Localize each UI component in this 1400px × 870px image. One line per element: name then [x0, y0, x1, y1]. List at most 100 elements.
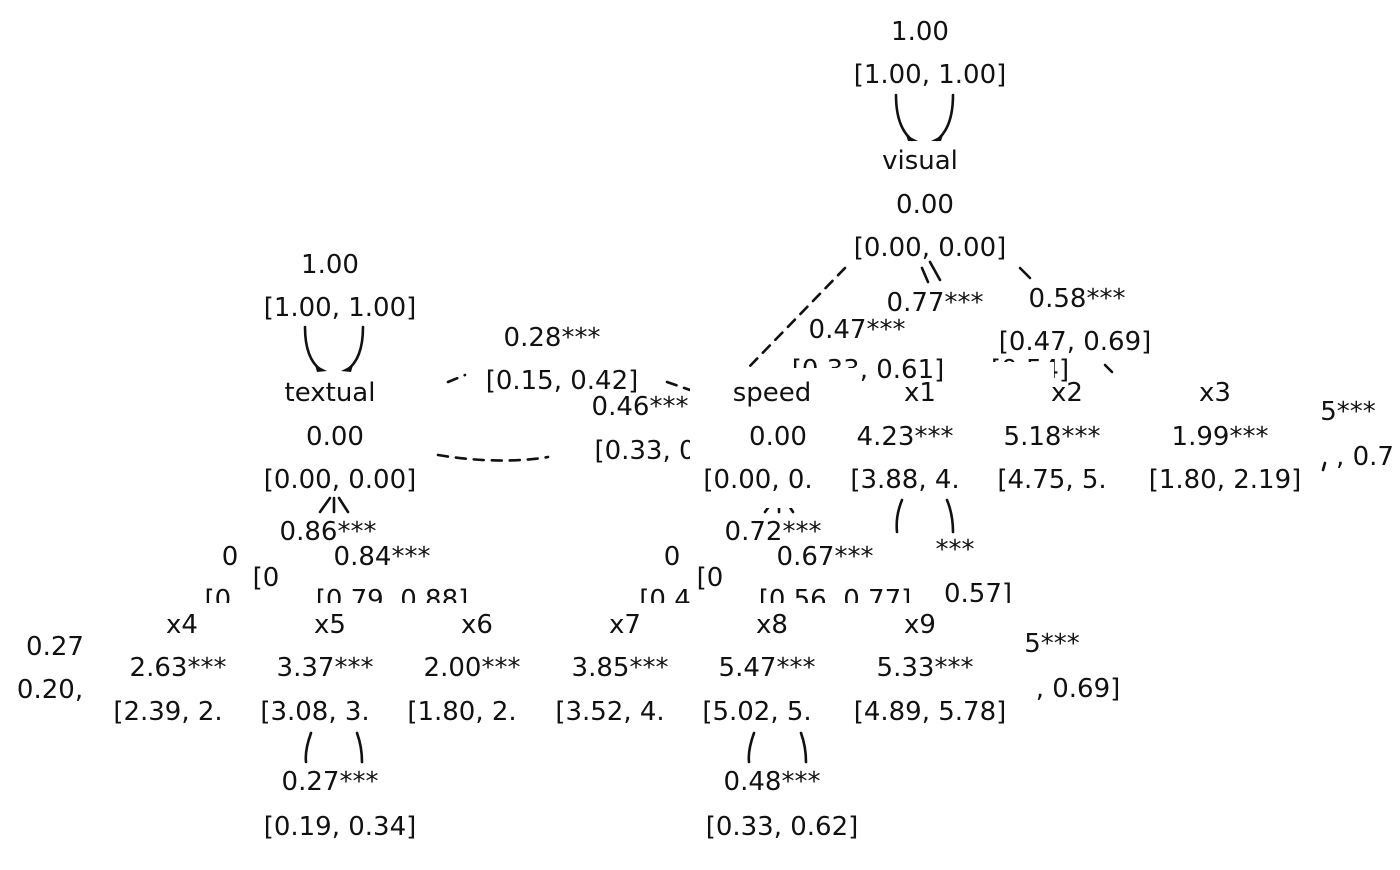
node-x7-label: x7	[609, 610, 641, 640]
node-x1-ci: [3.88, 4.	[850, 465, 959, 495]
fragment-x3-side-estimate: 5***	[1320, 397, 1376, 427]
node-textual-label: textual	[285, 378, 376, 408]
variance-visual-estimate: 1.00	[891, 17, 949, 47]
self-loop-textual	[303, 325, 323, 372]
edge-visual-x1	[928, 260, 942, 282]
loading-speed-x7-ci: [0	[697, 563, 724, 593]
self-loop-textual	[345, 325, 365, 372]
fragment-textual-left-estimate: 0	[222, 542, 239, 572]
node-x2-estimate: 5.18***	[1004, 422, 1101, 452]
edge-textual-x4	[318, 496, 332, 514]
cov-textual-speed-ci: [0.15, 0.42]	[486, 366, 639, 396]
labels-front: speed 0.00 [0.00, 0. x1 4.23*** [3.88, 4…	[205, 378, 1394, 615]
self-loop-visual	[935, 93, 955, 142]
variance-x8-estimate: 0.48***	[724, 767, 821, 797]
cov2-textual-speed-ci: [0.33, 0	[594, 436, 695, 466]
fragment-left-ci: 0.20,	[17, 675, 83, 705]
node-x9-estimate: 5.33***	[877, 653, 974, 683]
edge-textual-speed-cov2	[436, 453, 550, 462]
edge-textual-speed-cov1b	[665, 380, 692, 392]
label-masks	[680, 362, 1054, 508]
node-x8-ci: [5.02, 5.	[702, 697, 811, 727]
edge-x8-residual	[747, 731, 756, 764]
variance-x8-ci: [0.33, 0.62]	[706, 812, 859, 842]
variance-textual-ci: [1.00, 1.00]	[264, 293, 417, 323]
loading-visual-x2-ci: [0.47, 0.69]	[999, 327, 1152, 357]
node-x7-ci: [3.52, 4.	[555, 697, 664, 727]
node-x1-estimate: 4.23***	[857, 422, 954, 452]
node-x4-label: x4	[166, 610, 198, 640]
edges	[303, 93, 1327, 764]
labels-bottom: 0.27 0.20, x4 2.63*** [2.39, 2. x5 3.37*…	[17, 610, 1120, 842]
node-x7-estimate: 3.85***	[572, 653, 669, 683]
node-visual-estimate: 0.00	[896, 190, 954, 220]
node-x5-label: x5	[314, 610, 346, 640]
node-textual-ci: [0.00, 0.00]	[264, 465, 417, 495]
node-x1-label: x1	[904, 378, 936, 408]
node-x6-ci: [1.80, 2.	[407, 697, 516, 727]
edge-visual-speed	[746, 266, 847, 370]
edge-x8-residual	[799, 731, 808, 764]
arrowhead	[906, 135, 918, 141]
loading-speed-x8-estimate: 0.67***	[777, 542, 874, 572]
node-x9-ci: [4.89, 5.78]	[854, 697, 1007, 727]
node-x5-ci: [3.08, 3.	[260, 697, 369, 727]
arrowhead	[341, 365, 353, 372]
node-x2-label: x2	[1051, 378, 1083, 408]
fragment-left-estimate: 0.27	[26, 632, 84, 662]
node-x4-ci: [2.39, 2.	[113, 697, 222, 727]
edge-x5-residual	[304, 731, 313, 764]
node-x9-label: x9	[904, 610, 936, 640]
loading-visual-x1-estimate: 0.77***	[887, 288, 984, 318]
edge-textual-speed-cov1	[446, 373, 467, 384]
edge-visual-x2b	[1103, 363, 1114, 374]
labels: 1.00 [1.00, 1.00] visual 0.00 [0.00, 0.0…	[264, 17, 1152, 495]
node-x6-label: x6	[461, 610, 493, 640]
node-x6-estimate: 2.00***	[424, 653, 521, 683]
node-x3-label: x3	[1199, 378, 1231, 408]
fragment-speed-left-estimate: 0	[664, 542, 681, 572]
variance-x5-estimate: 0.27***	[282, 767, 379, 797]
edge-x3-side	[1321, 461, 1327, 472]
loading-speed-x7-estimate: 0.72***	[725, 517, 822, 547]
edge-textual-x5	[337, 496, 350, 514]
node-x8-label: x8	[756, 610, 788, 640]
edge-visual-x1	[920, 266, 930, 284]
loading-textual-x4-ci: [0	[253, 563, 280, 593]
node-x4-estimate: 2.63***	[130, 653, 227, 683]
loading-textual-x4-estimate: 0.86***	[280, 517, 377, 547]
loading-visual-x2-estimate: 0.58***	[1029, 284, 1126, 314]
edge-x5-residual	[355, 731, 364, 764]
node-x2-ci: [4.75, 5.	[997, 465, 1106, 495]
node-x8-estimate: 5.47***	[719, 653, 816, 683]
fragment-x9-side-ci: , 0.69]	[1036, 674, 1121, 704]
fragment-x3-side-ci: , 0.7	[1336, 442, 1394, 472]
fragment-x9-side-estimate: 5***	[1024, 629, 1080, 659]
node-speed-label: speed	[733, 378, 812, 408]
cov2-textual-speed-estimate: 0.46***	[592, 392, 689, 422]
edge-x1-residual	[895, 498, 904, 534]
variance-textual-estimate: 1.00	[301, 250, 359, 280]
edge-visual-x2	[1018, 266, 1032, 280]
node-speed-ci: [0.00, 0.	[703, 465, 812, 495]
variance-x5-ci: [0.19, 0.34]	[264, 812, 417, 842]
node-x3-ci: [1.80, 2.19]	[1149, 465, 1302, 495]
arrowhead	[315, 365, 327, 372]
node-visual-label: visual	[882, 146, 958, 176]
label-masks-bottom	[90, 603, 1115, 723]
loading-visual-speed-estimate: 0.47***	[809, 315, 906, 345]
node-visual-ci: [0.00, 0.00]	[854, 233, 1007, 263]
cov-textual-speed-estimate: 0.28***	[504, 323, 601, 353]
edge-x1-residual	[945, 498, 955, 534]
node-x3-estimate: 1.99***	[1172, 422, 1269, 452]
fragment-x1-residual-estimate: ***	[936, 535, 975, 565]
self-loop-visual	[894, 93, 914, 142]
node-textual-estimate: 0.00	[306, 422, 364, 452]
arrowhead	[931, 135, 943, 141]
loading-textual-x5-estimate: 0.84***	[334, 542, 431, 572]
node-x5-estimate: 3.37***	[277, 653, 374, 683]
variance-visual-ci: [1.00, 1.00]	[854, 60, 1007, 90]
node-speed-estimate: 0.00	[749, 422, 807, 452]
